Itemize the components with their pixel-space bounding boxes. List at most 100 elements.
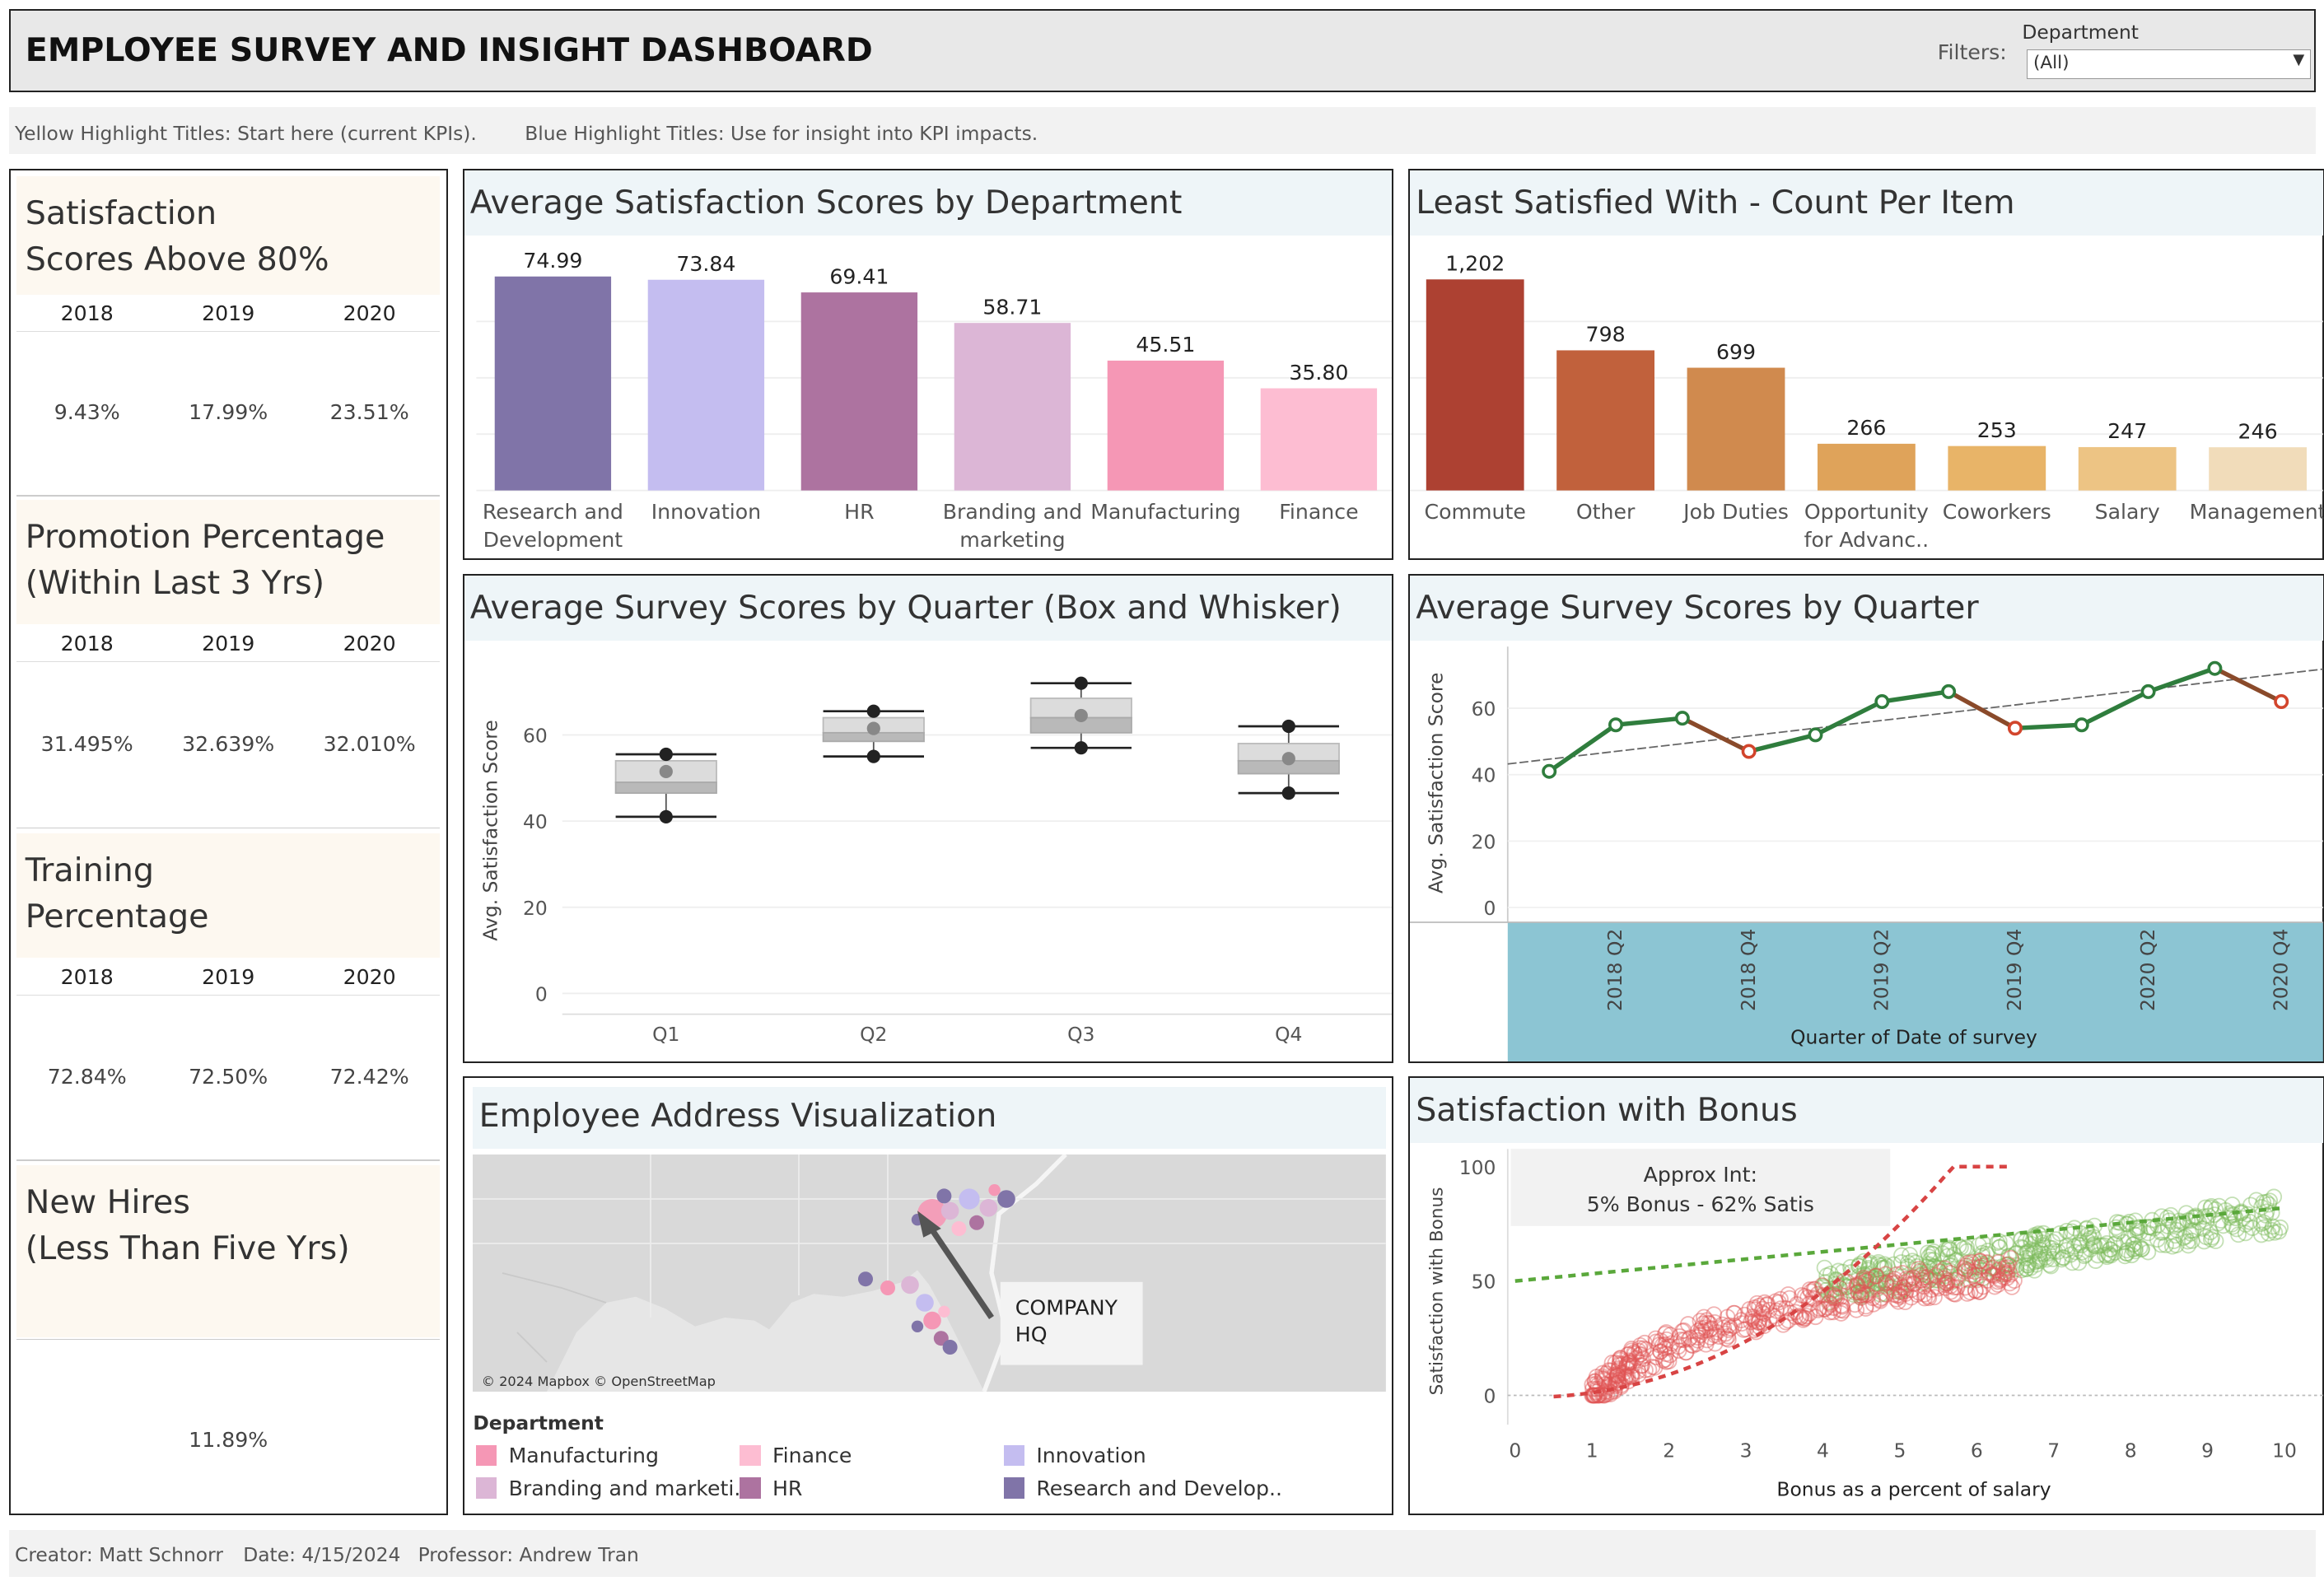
scatter-point xyxy=(2163,1238,2181,1255)
scatter-point xyxy=(1827,1271,1845,1288)
scatter-point xyxy=(1931,1263,1948,1280)
scatter-point xyxy=(1890,1293,1906,1310)
scatter-point xyxy=(2025,1242,2042,1259)
scatter-point xyxy=(1861,1254,1878,1271)
scatter-point xyxy=(1854,1283,1871,1300)
address-map[interactable]: COMPANY HQ © 2024 Mapbox © OpenStreetMap xyxy=(473,1155,1387,1392)
legend-item-hr[interactable]: HR xyxy=(740,1476,802,1500)
legend-item-research[interactable]: Research and Develop.. xyxy=(1003,1476,1282,1500)
scatter-point xyxy=(2270,1223,2288,1240)
data-label: 45.51 xyxy=(1136,333,1195,357)
scatter-point xyxy=(1855,1266,1873,1283)
scatter-point xyxy=(1827,1275,1845,1292)
scatter-point xyxy=(2000,1256,2017,1273)
scatter-point xyxy=(1892,1288,1908,1305)
scatter-point xyxy=(1915,1269,1931,1286)
scatter-point xyxy=(2062,1246,2079,1263)
scatter-point xyxy=(1753,1304,1771,1321)
scatter-point xyxy=(2107,1219,2125,1236)
company-hq-callout-2: HQ xyxy=(1015,1322,1048,1346)
legend-item-branding[interactable]: Branding and marketi.. xyxy=(475,1476,747,1500)
scatter-point xyxy=(1859,1265,1876,1282)
scatter-point xyxy=(1650,1336,1668,1354)
scatter-point xyxy=(1841,1282,1858,1299)
scatter-point xyxy=(1612,1377,1630,1393)
scatter-point xyxy=(2042,1257,2060,1275)
scatter-point xyxy=(1726,1318,1743,1334)
yellow-hint: Yellow Highlight Titles: Start here (cur… xyxy=(14,121,477,145)
scatter-point xyxy=(1984,1259,2001,1276)
category-label: Other xyxy=(1576,500,1636,524)
scatter-point xyxy=(2107,1234,2124,1252)
legend-item-innovation[interactable]: Innovation xyxy=(1003,1444,1146,1467)
scatter-point xyxy=(2012,1238,2029,1256)
chevron-down-icon[interactable]: ▼ xyxy=(2293,51,2305,69)
annotation: Approx Int: xyxy=(1644,1163,1757,1187)
x-tick-label: 3 xyxy=(1740,1439,1752,1462)
scatter-point xyxy=(1879,1274,1896,1291)
scatter-point xyxy=(2054,1249,2071,1266)
scatter-point xyxy=(1673,1332,1690,1348)
x-tick-label: 6 xyxy=(1971,1439,1983,1462)
scatter-point xyxy=(2077,1246,2094,1263)
scatter-point xyxy=(1923,1281,1940,1298)
scatter-point xyxy=(1942,1241,1958,1258)
scatter-point xyxy=(1675,1322,1692,1339)
scatter-point xyxy=(1714,1316,1731,1333)
scatter-point xyxy=(2255,1214,2272,1231)
scatter-point xyxy=(2023,1259,2039,1276)
scatter-point xyxy=(2253,1226,2270,1243)
scatter-point xyxy=(2027,1243,2044,1260)
scatter-point xyxy=(1618,1356,1636,1374)
scatter-point xyxy=(1890,1283,1907,1300)
x-tick-label: 1 xyxy=(1586,1439,1598,1462)
scatter-point xyxy=(2013,1262,2030,1279)
scatter-point xyxy=(1938,1241,1954,1258)
scatter-point xyxy=(1813,1277,1831,1294)
scatter-point xyxy=(1697,1322,1715,1339)
data-point xyxy=(866,721,880,735)
scatter-point xyxy=(1622,1367,1640,1384)
y-tick-label: 40 xyxy=(1472,764,1496,787)
scatter-point xyxy=(1903,1281,1920,1299)
data-point xyxy=(1074,708,1088,722)
scatter-point xyxy=(1916,1290,1933,1307)
scatter-point xyxy=(2031,1227,2048,1243)
scatter-point xyxy=(2035,1245,2052,1262)
scatter-point xyxy=(1818,1281,1835,1299)
scatter-point xyxy=(2116,1234,2133,1251)
scatter-point xyxy=(1925,1243,1943,1260)
scatter-point xyxy=(1608,1370,1625,1388)
scatter-point xyxy=(1801,1305,1818,1322)
scatter-point xyxy=(1918,1269,1935,1286)
scatter-point xyxy=(1998,1257,2015,1274)
scatter-point xyxy=(1940,1239,1958,1257)
red-trend-line xyxy=(1553,1164,2008,1399)
scatter-point xyxy=(2070,1254,2088,1271)
scatter-point xyxy=(1872,1285,1889,1303)
y-axis-label: Avg. Satisfaction Score xyxy=(1425,672,1448,893)
scatter-point xyxy=(2186,1209,2204,1225)
scatter-point xyxy=(1673,1322,1691,1340)
line-segment xyxy=(1881,689,1949,704)
kpi-satisfaction-values: 9.43% 17.99% 23.51% xyxy=(54,400,409,425)
scatter-point xyxy=(1936,1270,1953,1287)
scatter-point xyxy=(1692,1313,1709,1330)
data-label: 247 xyxy=(2107,420,2147,444)
bar xyxy=(647,280,764,491)
legend-item-manufacturing[interactable]: Manufacturing xyxy=(475,1444,659,1467)
scatter-point xyxy=(2100,1245,2117,1262)
data-point xyxy=(2274,693,2289,709)
legend-item-finance[interactable]: Finance xyxy=(740,1444,852,1467)
scatter-point xyxy=(1926,1258,1944,1276)
scatter-point xyxy=(1636,1334,1653,1351)
scatter-point xyxy=(1927,1266,1944,1284)
scatter-point xyxy=(2018,1243,2036,1260)
department-filter-dropdown[interactable]: (All) ▼ xyxy=(2026,49,2312,79)
scatter-point xyxy=(1887,1271,1903,1288)
scatter-point xyxy=(1654,1352,1672,1369)
scatter-point xyxy=(1780,1286,1797,1303)
scatter-point xyxy=(1852,1289,1869,1306)
scatter-point xyxy=(1990,1253,2007,1271)
scatter-point xyxy=(1922,1252,1939,1268)
